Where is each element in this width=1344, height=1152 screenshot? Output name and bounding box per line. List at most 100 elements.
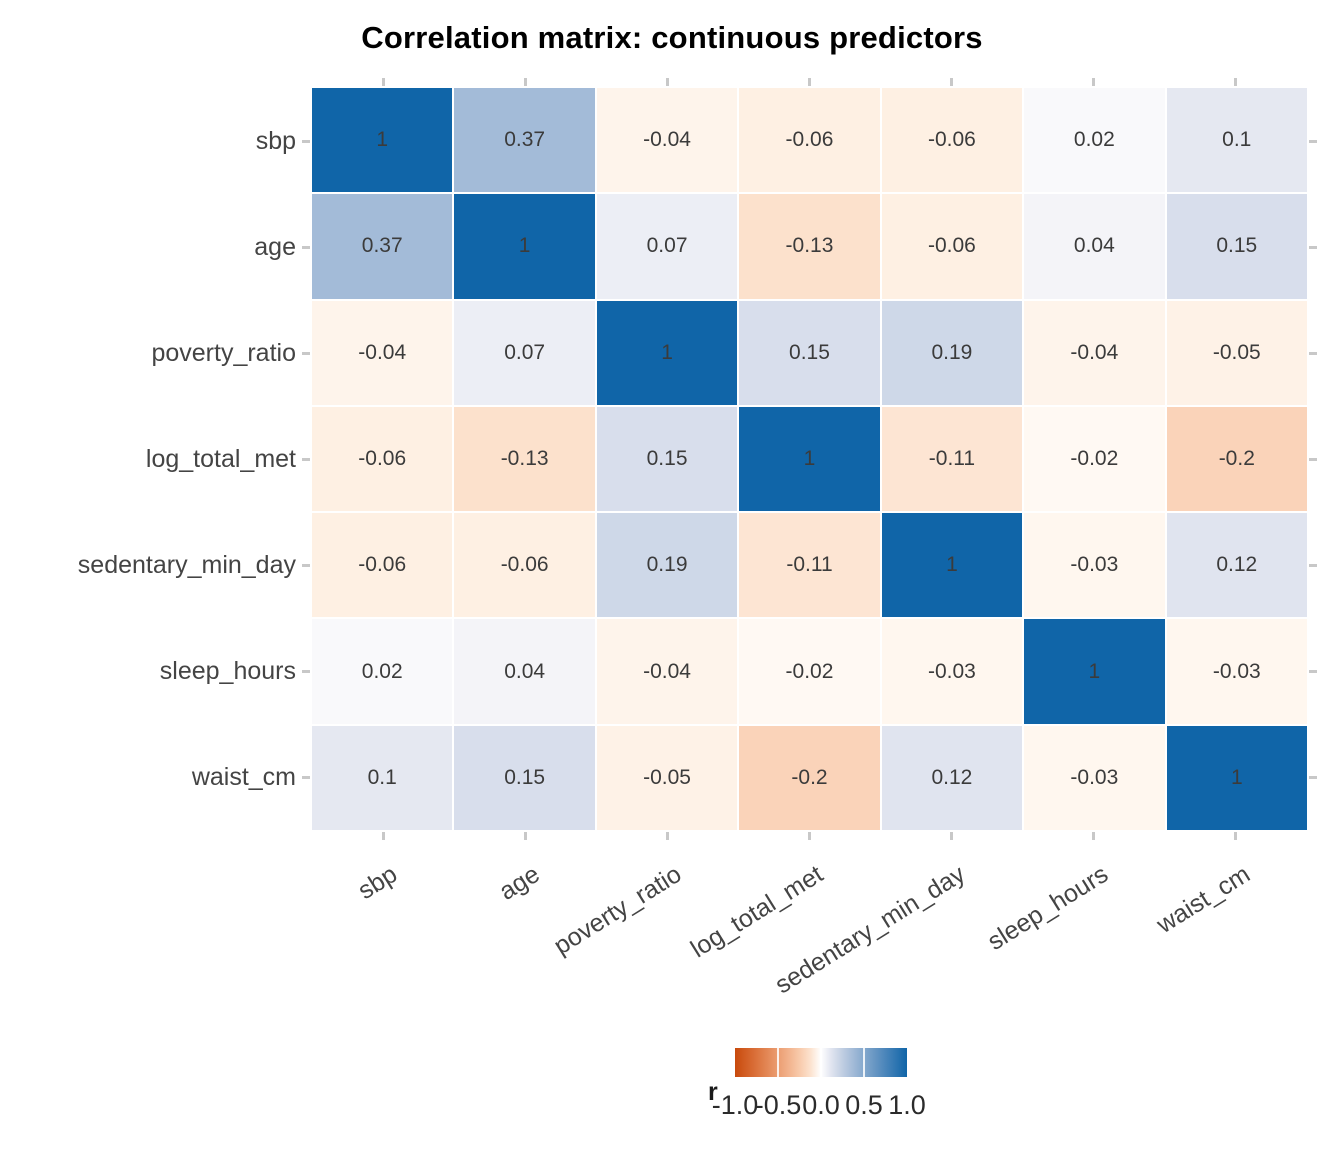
axis-tick xyxy=(302,351,310,355)
cell-value: -0.02 xyxy=(1070,446,1119,470)
matrix-cell: -0.05 xyxy=(1166,300,1307,405)
legend-tick xyxy=(820,1048,822,1077)
cell-value: 0.19 xyxy=(646,553,688,577)
matrix-cell: -0.06 xyxy=(739,88,880,193)
cell-value: 0.19 xyxy=(931,340,973,364)
cell-value: -0.03 xyxy=(1212,659,1261,683)
y-axis-label: log_total_met xyxy=(145,445,296,473)
legend-tick-label: -0.5 xyxy=(754,1090,802,1120)
cell-value: 0.04 xyxy=(504,659,546,683)
legend-colorbar xyxy=(735,1048,907,1077)
legend-tick-label: 0.5 xyxy=(845,1090,883,1120)
matrix-cell: 0.02 xyxy=(312,619,453,724)
cell-value: -0.05 xyxy=(643,765,691,789)
matrix-cell: -0.04 xyxy=(596,619,738,724)
axis-tick xyxy=(1309,245,1317,249)
cell-value: 0.07 xyxy=(646,234,688,258)
matrix-cell: 0.37 xyxy=(454,88,595,193)
axis-tick xyxy=(1092,78,1096,86)
matrix-cell: 1 xyxy=(739,406,880,512)
x-axis-label: poverty_ratio xyxy=(548,860,687,961)
cell-value: 1 xyxy=(376,128,389,152)
cell-value: 1 xyxy=(1088,659,1101,683)
axis-tick xyxy=(808,832,811,840)
y-axis-label: sleep_hours xyxy=(159,657,296,685)
axis-tick xyxy=(1309,139,1317,143)
x-axis-label: log_total_met xyxy=(686,860,829,964)
cell-value: -0.06 xyxy=(358,553,407,577)
axis-tick xyxy=(808,78,811,86)
cell-value: -0.13 xyxy=(785,234,834,258)
y-axis-label: waist_cm xyxy=(191,763,296,791)
matrix-cell: 0.15 xyxy=(739,300,880,405)
matrix-cell: -0.06 xyxy=(312,513,453,618)
cell-value: -0.11 xyxy=(786,553,833,577)
cell-value: 0.04 xyxy=(1073,234,1115,258)
y-axis-label: age xyxy=(254,233,296,261)
cell-value: 0.1 xyxy=(367,765,397,789)
matrix-cell: 0.07 xyxy=(596,194,738,299)
cell-value: 0.15 xyxy=(504,765,546,789)
x-axis-label: waist_cm xyxy=(1151,860,1255,939)
cell-value: -0.2 xyxy=(1218,446,1255,470)
axis-tick xyxy=(1234,832,1238,840)
cell-value: 0.37 xyxy=(504,128,546,152)
axis-tick xyxy=(381,78,385,86)
axis-tick xyxy=(1309,351,1317,355)
axis-tick xyxy=(381,832,385,840)
cell-value: -0.03 xyxy=(927,659,976,683)
matrix-cell: 0.19 xyxy=(596,513,738,618)
axis-tick xyxy=(1234,78,1238,86)
cell-value: 0.12 xyxy=(1216,553,1258,577)
matrix-cell: 0.12 xyxy=(1166,513,1307,618)
matrix-cell: 1 xyxy=(881,513,1023,618)
matrix-cell: -0.06 xyxy=(881,88,1023,193)
matrix-cell: 0.07 xyxy=(454,300,595,405)
cell-value: -0.06 xyxy=(927,234,976,258)
matrix-cell: -0.06 xyxy=(454,513,595,618)
legend-tick xyxy=(863,1048,865,1077)
matrix-cell: 0.1 xyxy=(312,725,453,830)
matrix-cell: -0.04 xyxy=(596,88,738,193)
chart-title: Correlation matrix: continuous predictor… xyxy=(361,20,983,55)
axis-tick xyxy=(950,832,954,840)
matrix-cell: -0.06 xyxy=(312,406,453,512)
matrix-cell: -0.06 xyxy=(881,194,1023,299)
cell-value: -0.04 xyxy=(358,340,407,364)
legend-tick-label: 1.0 xyxy=(888,1090,926,1120)
matrix-cell: -0.03 xyxy=(1024,513,1165,618)
axis-tick xyxy=(302,245,310,249)
cell-value: -0.02 xyxy=(785,659,834,683)
cell-value: -0.06 xyxy=(927,128,976,152)
cell-value: -0.03 xyxy=(1070,553,1119,577)
cell-value: -0.04 xyxy=(643,128,691,152)
matrix-cell: 0.04 xyxy=(1024,194,1165,299)
y-axis-label: poverty_ratio xyxy=(151,339,296,367)
legend-tick-label: 0.0 xyxy=(802,1090,840,1120)
heatmap-panel: 1 0.37 -0.04 -0.06 -0.06 0.02 0.1 0.37 1 0.07 -0.1… xyxy=(312,88,1307,830)
axis-tick xyxy=(302,669,310,673)
matrix-cell: 0.37 xyxy=(312,194,453,299)
cell-value: -0.06 xyxy=(358,446,407,470)
axis-tick xyxy=(302,139,310,143)
axis-tick xyxy=(523,78,527,86)
matrix-cell: 0.15 xyxy=(454,725,595,830)
cell-value: 0.02 xyxy=(361,659,403,683)
x-axis-label: sleep_hours xyxy=(982,860,1113,956)
cell-value: -0.03 xyxy=(1070,765,1119,789)
matrix-cell: -0.05 xyxy=(596,725,738,830)
matrix-cell: -0.03 xyxy=(881,619,1023,724)
matrix-cell: 0.1 xyxy=(1166,88,1307,193)
matrix-cell: -0.11 xyxy=(739,513,880,618)
y-axis-label: sbp xyxy=(255,127,296,155)
axis-tick xyxy=(1309,457,1317,461)
legend-title: r xyxy=(708,1078,718,1106)
cell-value: 0.15 xyxy=(646,446,688,470)
matrix-cell: 1 xyxy=(312,88,453,193)
axis-tick xyxy=(665,78,669,86)
matrix-cell: 1 xyxy=(1166,725,1307,830)
cell-value: 0.37 xyxy=(361,234,403,258)
x-axis-label: age xyxy=(493,860,545,906)
matrix-cell: 0.15 xyxy=(1166,194,1307,299)
